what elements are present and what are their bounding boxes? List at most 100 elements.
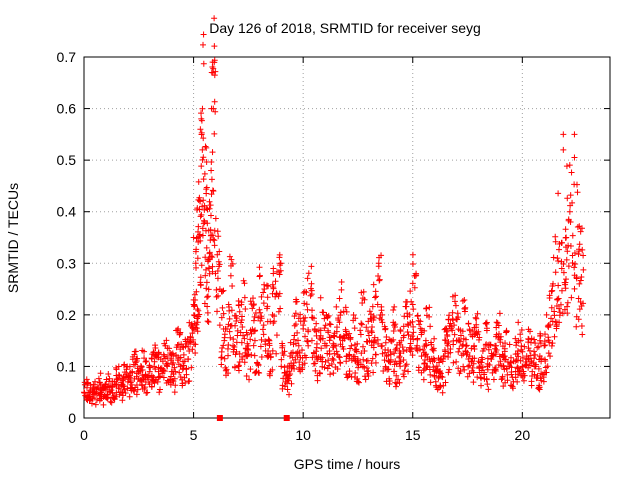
data-point — [564, 310, 571, 317]
data-point — [375, 273, 382, 280]
data-point — [200, 154, 207, 161]
data-point — [212, 108, 219, 115]
data-point — [201, 219, 208, 226]
data-point — [489, 352, 496, 359]
data-point — [473, 315, 480, 322]
data-point — [275, 268, 282, 275]
x-tick-label: 0 — [80, 427, 88, 443]
data-point — [292, 356, 299, 363]
data-point — [318, 345, 325, 352]
data-point — [568, 294, 575, 301]
data-point — [211, 237, 218, 244]
data-point — [468, 345, 475, 352]
data-point — [263, 305, 270, 312]
data-point — [284, 368, 291, 375]
data-point — [179, 382, 186, 389]
data-point — [276, 271, 283, 278]
data-point — [214, 251, 221, 258]
data-point-peak — [209, 59, 216, 66]
data-point — [277, 305, 284, 312]
data-point — [107, 398, 114, 405]
data-point — [294, 337, 301, 344]
data-point — [508, 354, 515, 361]
data-point — [188, 364, 195, 371]
data-point — [321, 315, 328, 322]
data-point — [545, 350, 552, 357]
data-point — [414, 342, 421, 349]
data-point — [376, 254, 383, 261]
data-point — [104, 384, 111, 391]
data-point — [386, 380, 393, 387]
data-point — [260, 322, 267, 329]
data-point — [331, 333, 338, 340]
data-point — [209, 254, 216, 261]
data-point — [285, 377, 292, 384]
data-point — [546, 339, 553, 346]
data-point — [203, 144, 210, 151]
data-point — [391, 303, 398, 310]
data-point — [541, 342, 548, 349]
data-point — [92, 401, 99, 408]
data-point — [266, 370, 273, 377]
data-point — [402, 298, 409, 305]
data-point — [205, 319, 212, 326]
data-point — [485, 346, 492, 353]
data-point — [439, 389, 446, 396]
data-point — [235, 363, 242, 370]
data-point — [309, 314, 316, 321]
data-point — [120, 362, 127, 369]
data-point — [544, 363, 551, 370]
data-point — [323, 312, 330, 319]
data-point — [552, 318, 559, 325]
data-point — [393, 345, 400, 352]
data-point — [194, 313, 201, 320]
data-point — [191, 291, 198, 298]
data-point — [312, 367, 319, 374]
data-point — [484, 381, 491, 388]
data-point — [313, 340, 320, 347]
data-point — [426, 366, 433, 373]
data-point — [177, 354, 184, 361]
data-point — [567, 192, 574, 199]
data-point — [226, 253, 233, 260]
data-point — [257, 309, 264, 316]
data-point — [397, 341, 404, 348]
data-point — [528, 335, 535, 342]
data-point — [155, 354, 162, 361]
data-point — [195, 178, 202, 185]
data-point — [256, 306, 263, 313]
data-point — [194, 319, 201, 326]
data-point — [255, 362, 262, 369]
data-point — [100, 401, 107, 408]
data-point-peak — [208, 69, 215, 76]
data-point — [562, 281, 569, 288]
data-point — [214, 275, 221, 282]
data-point — [193, 288, 200, 295]
data-point — [391, 323, 398, 330]
data-point — [547, 321, 554, 328]
data-point — [200, 31, 207, 38]
data-point — [445, 339, 452, 346]
data-point — [338, 279, 345, 286]
data-point — [400, 373, 407, 380]
data-point — [219, 304, 226, 311]
data-point — [192, 248, 199, 255]
data-point — [568, 169, 575, 176]
data-point — [525, 364, 532, 371]
data-point — [214, 292, 221, 299]
data-point-peak — [560, 146, 567, 153]
zero-marker — [283, 415, 290, 421]
data-point — [182, 343, 189, 350]
data-point — [197, 281, 204, 288]
data-point — [547, 353, 554, 360]
data-point — [321, 364, 328, 371]
data-point — [407, 348, 414, 355]
data-point — [270, 265, 277, 272]
data-point — [194, 255, 201, 262]
data-point — [580, 266, 587, 273]
data-point — [560, 269, 567, 276]
data-point — [487, 341, 494, 348]
data-point — [273, 350, 280, 357]
data-point — [265, 353, 272, 360]
data-point — [203, 205, 210, 212]
